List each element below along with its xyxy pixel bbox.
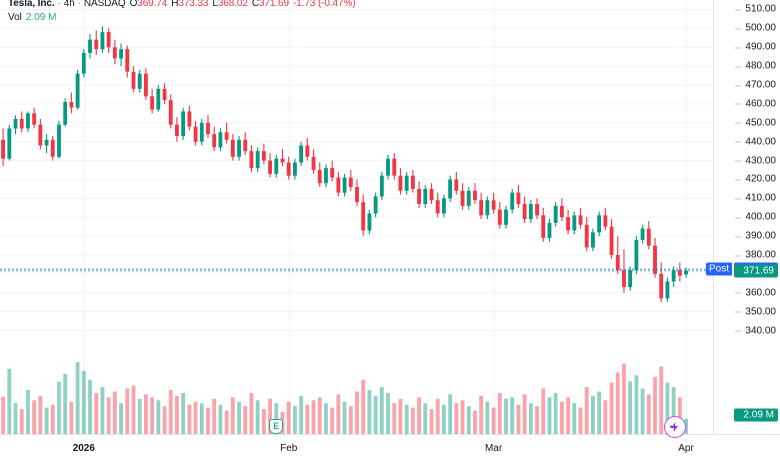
price-tick-dash (735, 292, 742, 294)
price-tick: 450.00 (735, 117, 776, 128)
legend-high-value: 373.33 (178, 0, 209, 9)
legend-close-key: C (251, 0, 259, 9)
legend-symbol-row[interactable]: Tesla, Inc. · 4h · NASDAQ O369.74 H373.33 L368.… (8, 0, 356, 10)
time-tick: Apr (678, 443, 694, 454)
price-tick-dash (735, 255, 742, 256)
price-tick: 510.00 (735, 4, 776, 15)
price-tick-dash (735, 160, 742, 162)
price-axis[interactable]: 510.00 500.00 490.00 480.00 470.00 460.00 450.… (705, 0, 780, 434)
chart-canvas (0, 0, 714, 434)
chart-plot-area[interactable] (0, 0, 714, 434)
legend-low-key: L (212, 0, 218, 9)
price-tick: 380.00 (735, 250, 776, 261)
time-axis[interactable]: 2026 Feb Mar Apr (0, 434, 780, 471)
price-tick: 410.00 (735, 193, 776, 204)
time-tick: Mar (484, 443, 503, 454)
legend-close-value: 371.69 (258, 0, 289, 9)
price-tick-dash (735, 311, 742, 313)
price-tick: 500.00 (735, 23, 776, 34)
price-tick: 460.00 (735, 98, 776, 109)
time-tick: 2026 (72, 443, 95, 454)
lightning-bolt-icon[interactable] (663, 416, 686, 438)
price-tick: 440.00 (735, 136, 776, 147)
price-tick: 490.00 (735, 42, 776, 53)
volume-value-badge[interactable]: 2.09 M (734, 408, 778, 422)
price-tick-dash (735, 179, 742, 181)
price-tick-dash (735, 85, 742, 86)
legend-low-value: 368.02 (217, 0, 248, 9)
time-tick: Feb (280, 443, 298, 454)
price-tick: 430.00 (735, 155, 776, 166)
legend-volume-label: Vol (8, 12, 22, 23)
price-tick: 340.00 (735, 325, 776, 336)
post-market-label-badge[interactable]: Post (705, 262, 732, 276)
legend-sep-2: · (77, 0, 81, 9)
legend-exchange: NASDAQ (83, 0, 126, 9)
last-price-badge[interactable]: 371.69 (734, 264, 778, 278)
legend-ohlc: O369.74 H373.33 L368.02 C371.69 -1.73 (-0.47… (130, 0, 356, 9)
legend-sep-1: · (57, 0, 61, 9)
legend-interval[interactable]: 4h (63, 0, 75, 9)
legend-volume-row[interactable]: Vol 2.09 M (8, 12, 356, 24)
price-tick: 400.00 (735, 212, 776, 223)
price-tick: 350.00 (735, 306, 776, 317)
legend-open-value: 369.74 (137, 0, 168, 9)
chart-legend: Tesla, Inc. · 4h · NASDAQ O369.74 H373.33 L368.… (8, 0, 356, 24)
price-tick-dash (735, 198, 742, 200)
price-tick: 470.00 (735, 80, 776, 91)
price-tick-dash (735, 217, 742, 219)
price-tick-dash (735, 236, 742, 238)
price-tick: 390.00 (735, 231, 776, 242)
legend-high-key: H (171, 0, 179, 9)
price-tick-dash (735, 141, 742, 143)
earnings-marker-icon[interactable]: E (269, 419, 284, 434)
price-tick: 360.00 (735, 287, 776, 298)
price-tick-dash (735, 28, 742, 30)
price-tick-dash (735, 103, 742, 105)
price-tick-dash (735, 66, 742, 68)
legend-symbol[interactable]: Tesla, Inc. (8, 0, 55, 9)
price-tick: 480.00 (735, 61, 776, 72)
legend-volume-value: 2.09 M (25, 12, 57, 23)
price-tick-dash (735, 330, 742, 332)
price-tick: 420.00 (735, 174, 776, 185)
price-tick-dash (735, 122, 742, 124)
legend-change: -1.73 (-0.47%) (292, 0, 356, 9)
price-tick-dash (735, 9, 742, 11)
legend-open-key: O (129, 0, 138, 9)
price-tick-dash (735, 47, 742, 49)
